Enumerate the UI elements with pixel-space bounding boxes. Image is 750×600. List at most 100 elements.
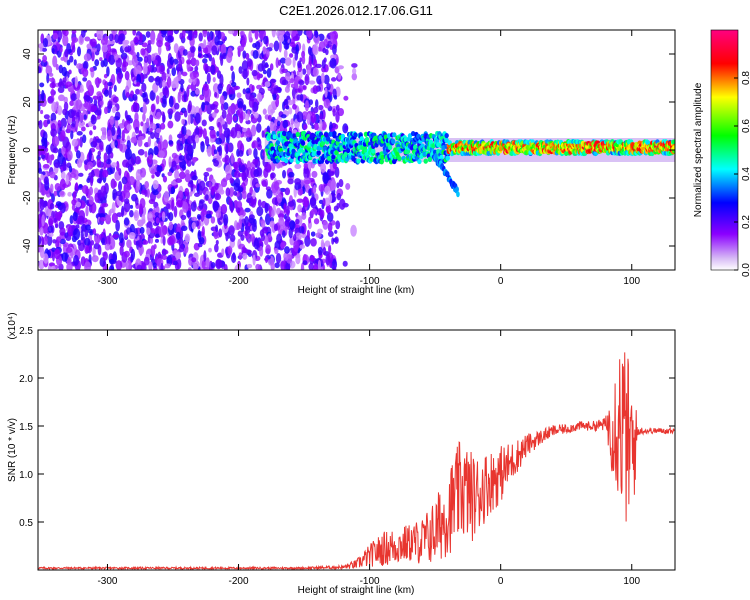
spectrogram-cell xyxy=(110,140,116,149)
spectrogram-cell xyxy=(257,199,262,208)
spectrogram-cell xyxy=(75,118,79,128)
spectrogram-cell xyxy=(81,134,87,144)
spectrogram-cell xyxy=(319,113,323,121)
spectrogram-cell xyxy=(223,127,231,139)
spectrogram-cell xyxy=(151,66,158,73)
spectrogram-cell xyxy=(310,113,317,124)
spectrogram-cell xyxy=(323,57,327,63)
spectrogram-cell xyxy=(60,130,66,142)
spectrogram-cell xyxy=(230,127,238,139)
spectrogram-cell xyxy=(90,47,97,53)
spectrogram-cell xyxy=(238,218,243,230)
spectrogram-cell xyxy=(173,260,178,266)
spectrogram-cell xyxy=(177,71,182,82)
spectrogram-cell xyxy=(198,180,206,191)
spectrogram-cell xyxy=(82,68,89,78)
spectrogram-cell xyxy=(252,254,256,266)
spectrogram-cell xyxy=(251,30,256,34)
spectrogram-cell xyxy=(76,90,81,100)
spectrogram-cell xyxy=(88,195,94,205)
spectrogram-cell xyxy=(116,134,122,140)
spectrogram-cell xyxy=(170,80,177,89)
spectrogram-cell xyxy=(75,182,79,190)
spectrogram-cell xyxy=(332,130,337,137)
spectrogram-cell xyxy=(88,172,96,178)
spectrogram-cell xyxy=(58,210,63,217)
spectrogram-cell xyxy=(111,212,118,224)
spectrogram-cell xyxy=(232,161,240,169)
colorbar-tick-label: 0.4 xyxy=(741,167,750,181)
spectrogram-cell xyxy=(336,192,342,201)
spectrogram-cell xyxy=(229,234,236,243)
spectrogram-cell xyxy=(139,203,143,215)
spectrogram-cell xyxy=(118,232,124,244)
spectrogram-cell xyxy=(97,150,102,157)
spectrogram-cell xyxy=(292,233,297,242)
spectrogram-cell xyxy=(71,138,79,147)
spectrogram-cell xyxy=(67,150,73,161)
spectrogram-cell xyxy=(229,177,234,184)
spectrogram-cell xyxy=(83,114,87,120)
spectrogram-cell xyxy=(241,189,247,200)
spectrogram-cell xyxy=(194,134,200,144)
spectrogram-cell xyxy=(417,158,422,165)
spectrogram-cell xyxy=(138,239,143,249)
spectrogram-cell xyxy=(322,246,327,256)
spectrogram-cell xyxy=(113,180,117,188)
spectrogram-cell xyxy=(132,30,137,36)
spectrogram-cell xyxy=(39,82,45,88)
spectrogram-cell xyxy=(118,181,123,192)
spectrogram-cell xyxy=(60,191,65,196)
spectrogram-cell xyxy=(123,30,127,36)
spectrogram-cell xyxy=(114,119,119,129)
spectrogram-cell xyxy=(50,112,57,123)
spectrogram-cell xyxy=(207,35,212,42)
spectrogram-cell xyxy=(215,258,223,270)
spectrogram-cell xyxy=(130,253,134,263)
spectrogram-cell xyxy=(202,47,209,54)
spectrogram-cell xyxy=(303,167,310,180)
spectrogram-cell xyxy=(68,165,73,173)
spectrogram-cell xyxy=(206,167,213,172)
spectrogram-cell xyxy=(201,119,207,127)
spectrogram-cell xyxy=(89,175,94,187)
spectrogram-cell xyxy=(151,174,155,179)
spectrogram-cell xyxy=(239,214,244,220)
spectrogram-cell xyxy=(288,107,293,115)
spectrogram-cell xyxy=(59,227,66,236)
spectrogram-cell xyxy=(97,78,102,84)
spectrogram-cell xyxy=(224,154,230,166)
spectrogram-cell xyxy=(216,146,221,152)
spectrogram-cell xyxy=(73,59,77,66)
spectrogram-cell xyxy=(198,32,203,42)
spectrogram-cell xyxy=(335,110,340,123)
spectrogram-cell xyxy=(197,53,202,58)
spectrogram-cell xyxy=(317,246,323,256)
spectrogram-cell xyxy=(264,213,271,226)
spectrogram-cell xyxy=(160,122,166,130)
spectrogram-cell xyxy=(154,238,160,243)
spectrogram-cell xyxy=(264,256,269,264)
spectrogram-cell xyxy=(168,95,174,108)
spectrogram-cell xyxy=(186,86,190,98)
spectrogram-cell xyxy=(292,35,300,42)
spectrogram-cell xyxy=(109,115,115,126)
spectrogram-cell xyxy=(180,83,184,93)
spectrogram-cell xyxy=(161,79,166,88)
spectrogram-cell xyxy=(246,77,250,86)
spectrogram-cell xyxy=(208,181,212,191)
spectrogram-cell xyxy=(308,99,314,106)
spectrogram-cell xyxy=(285,105,290,110)
spectrogram-cell xyxy=(144,180,150,189)
spectrogram-cell xyxy=(379,159,384,165)
spectrogram-cell xyxy=(138,135,145,141)
spectrogram-cell xyxy=(253,112,259,119)
spectrogram-cell xyxy=(78,184,83,189)
spectrogram-cell xyxy=(126,124,132,131)
spectrogram-cell xyxy=(334,229,338,234)
spectrogram-cell xyxy=(203,250,207,263)
x-tick-label: 0 xyxy=(498,276,504,287)
spectrogram-cell xyxy=(148,261,153,270)
spectrogram-cell xyxy=(181,125,187,137)
spectrogram-cell xyxy=(100,185,107,197)
